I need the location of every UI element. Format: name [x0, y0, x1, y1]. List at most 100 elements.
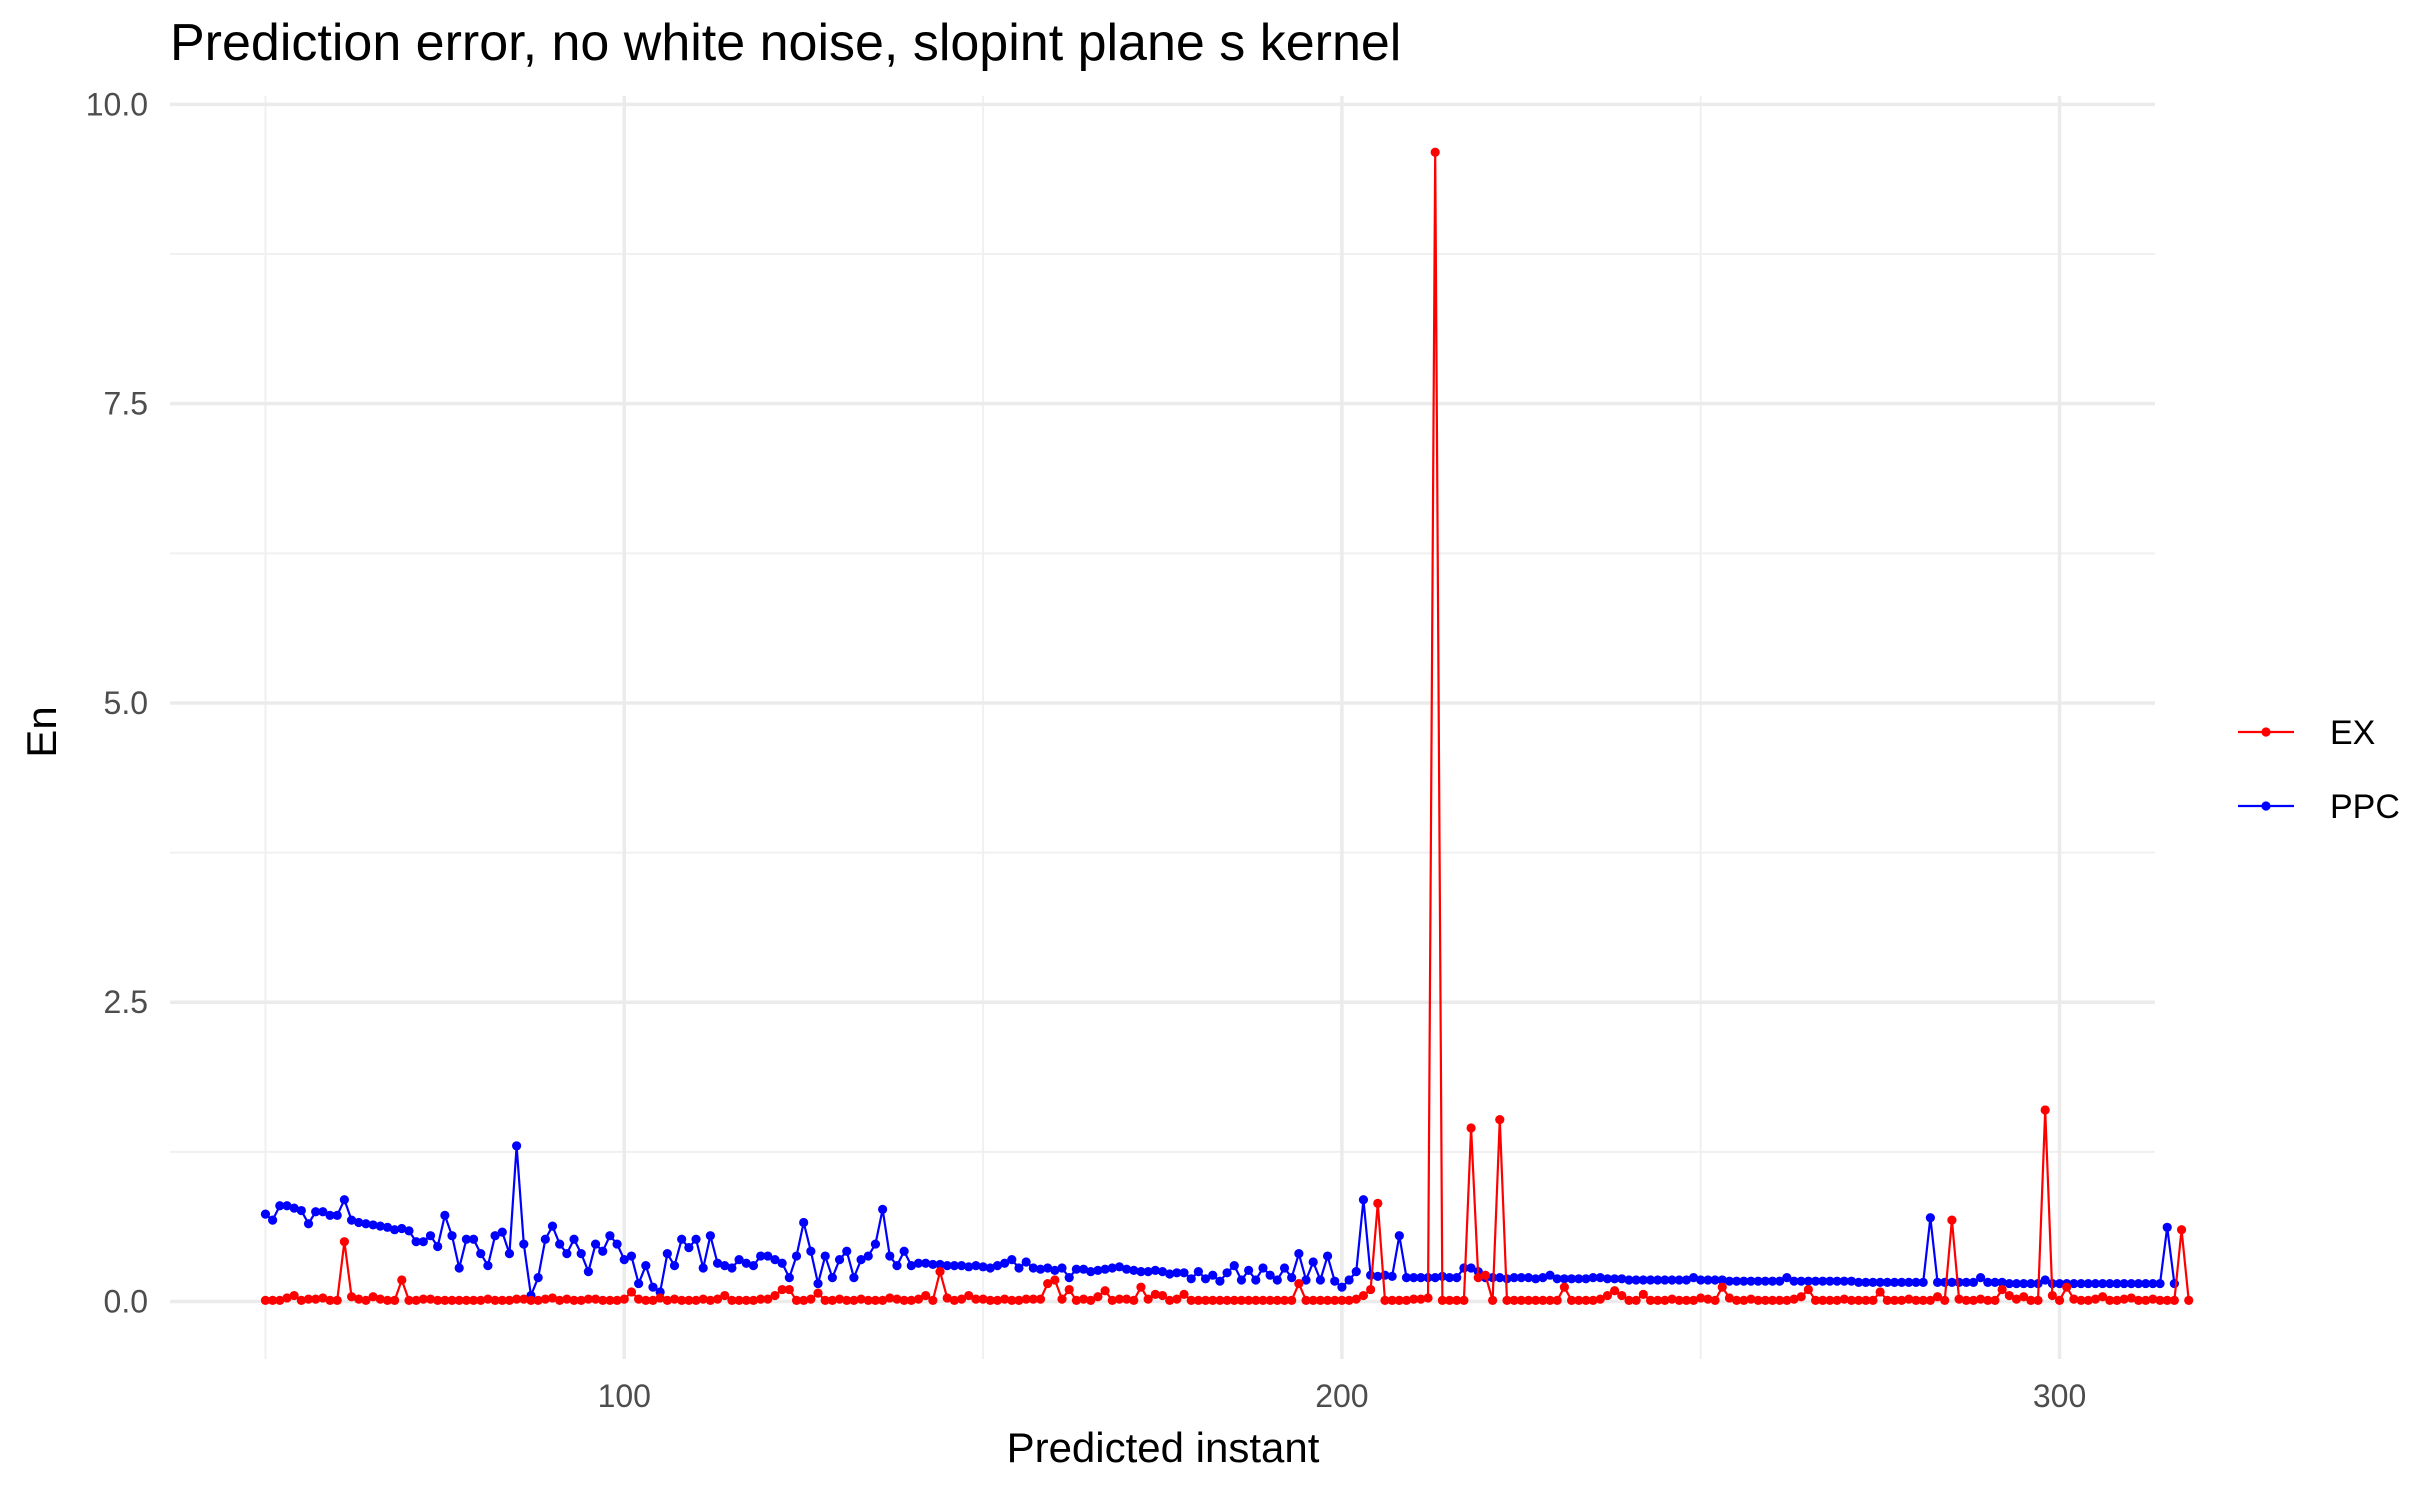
ex-point [1552, 1295, 1562, 1305]
ex-point [1409, 1294, 1419, 1304]
ex-point [1272, 1295, 1282, 1305]
ppc-point [791, 1251, 802, 1261]
ex-point [1810, 1295, 1821, 1305]
ppc-point [1832, 1276, 1842, 1286]
ppc-point [734, 1255, 744, 1265]
ppc-point [1294, 1249, 1304, 1259]
ppc-point [1724, 1276, 1735, 1286]
ex-point [705, 1295, 715, 1305]
ex-point [1193, 1295, 1203, 1305]
ppc-point [1846, 1276, 1857, 1286]
ex-point [1466, 1123, 1476, 1133]
ex-point [1724, 1293, 1735, 1303]
ex-point [1588, 1295, 1598, 1305]
x-tick-label: 100 [598, 1378, 651, 1414]
ex-point [2040, 1105, 2050, 1115]
ppc-point [1531, 1274, 1541, 1284]
ppc-point [2011, 1278, 2022, 1289]
ex-point [1739, 1295, 1749, 1305]
ex-point [1983, 1295, 1993, 1305]
ex-point [1057, 1294, 1067, 1304]
ex-point [1782, 1295, 1792, 1305]
ppc-point [1071, 1264, 1081, 1274]
ex-point [1186, 1295, 1196, 1305]
ppc-point [1861, 1277, 1871, 1287]
ex-point [2126, 1293, 2136, 1303]
ex-point [555, 1295, 565, 1305]
ppc-point [626, 1251, 637, 1261]
ex-point [569, 1295, 579, 1305]
ppc-point [992, 1261, 1003, 1271]
ex-point [2011, 1294, 2022, 1304]
ex-point [770, 1290, 780, 1301]
ex-point [275, 1295, 285, 1305]
ppc-point [2162, 1222, 2172, 1232]
ppc-point [2040, 1275, 2050, 1285]
ppc-point [447, 1231, 457, 1241]
ex-point [1136, 1282, 1146, 1292]
ppc-point [1947, 1277, 1957, 1287]
ex-point [583, 1294, 593, 1304]
ex-point [1380, 1295, 1390, 1305]
ex-point [1624, 1295, 1634, 1305]
ppc-point [1818, 1276, 1828, 1286]
ex-point [1796, 1292, 1806, 1302]
ppc-point [1272, 1275, 1282, 1285]
ex-point [1129, 1295, 1139, 1305]
ppc-point [454, 1263, 464, 1273]
ex-point [1617, 1290, 1627, 1301]
ex-point [303, 1294, 314, 1304]
ex-point [1488, 1295, 1498, 1305]
ppc-point [684, 1243, 694, 1253]
ex-point [1602, 1290, 1613, 1301]
ppc-point [476, 1249, 486, 1259]
ex-point [397, 1275, 407, 1285]
ex-point [1473, 1272, 1483, 1283]
ex-point [2141, 1295, 2151, 1305]
ppc-point [1093, 1265, 1103, 1276]
ex-point [1358, 1290, 1369, 1301]
ppc-point [1229, 1261, 1239, 1271]
ppc-point [1617, 1274, 1627, 1284]
ppc-point [1287, 1272, 1297, 1283]
ppc-point [1760, 1276, 1770, 1286]
ex-point [2105, 1295, 2115, 1305]
ppc-point [1315, 1275, 1325, 1285]
ppc-point [1244, 1265, 1254, 1276]
ex-point [1925, 1295, 1935, 1305]
ppc-point [1150, 1265, 1160, 1276]
ex-point [791, 1295, 802, 1305]
ppc-point [1882, 1277, 1892, 1287]
ex-point [1710, 1295, 1720, 1305]
ex-point [662, 1295, 672, 1305]
ex-point [1251, 1295, 1261, 1305]
ppc-point [641, 1261, 651, 1271]
ppc-point [1086, 1267, 1096, 1277]
ppc-point [1767, 1276, 1778, 1286]
ppc-point [1007, 1255, 1017, 1265]
ex-point [1574, 1295, 1584, 1305]
ex-point [1093, 1292, 1103, 1302]
ppc-point [612, 1239, 622, 1249]
ex-point [1114, 1294, 1125, 1304]
ex-point [1373, 1198, 1383, 1208]
ex-point [849, 1295, 859, 1305]
ex-point [1667, 1294, 1677, 1304]
ppc-point [440, 1210, 450, 1220]
ex-point [1681, 1295, 1691, 1305]
ppc-point [268, 1215, 278, 1225]
ex-point [2062, 1282, 2072, 1292]
ex-point [734, 1295, 744, 1305]
ppc-point [770, 1255, 780, 1265]
ppc-point [1186, 1274, 1196, 1284]
ex-point [1818, 1295, 1828, 1305]
ex-point [1638, 1289, 1648, 1299]
ppc-point [1638, 1275, 1648, 1285]
ex-point [1014, 1295, 1024, 1305]
ex-point [1760, 1295, 1770, 1305]
ex-point [1868, 1295, 1878, 1305]
ppc-point [598, 1246, 608, 1256]
series-ex [260, 147, 2194, 1305]
ex-point [1200, 1295, 1211, 1305]
ppc-point [1064, 1272, 1074, 1283]
